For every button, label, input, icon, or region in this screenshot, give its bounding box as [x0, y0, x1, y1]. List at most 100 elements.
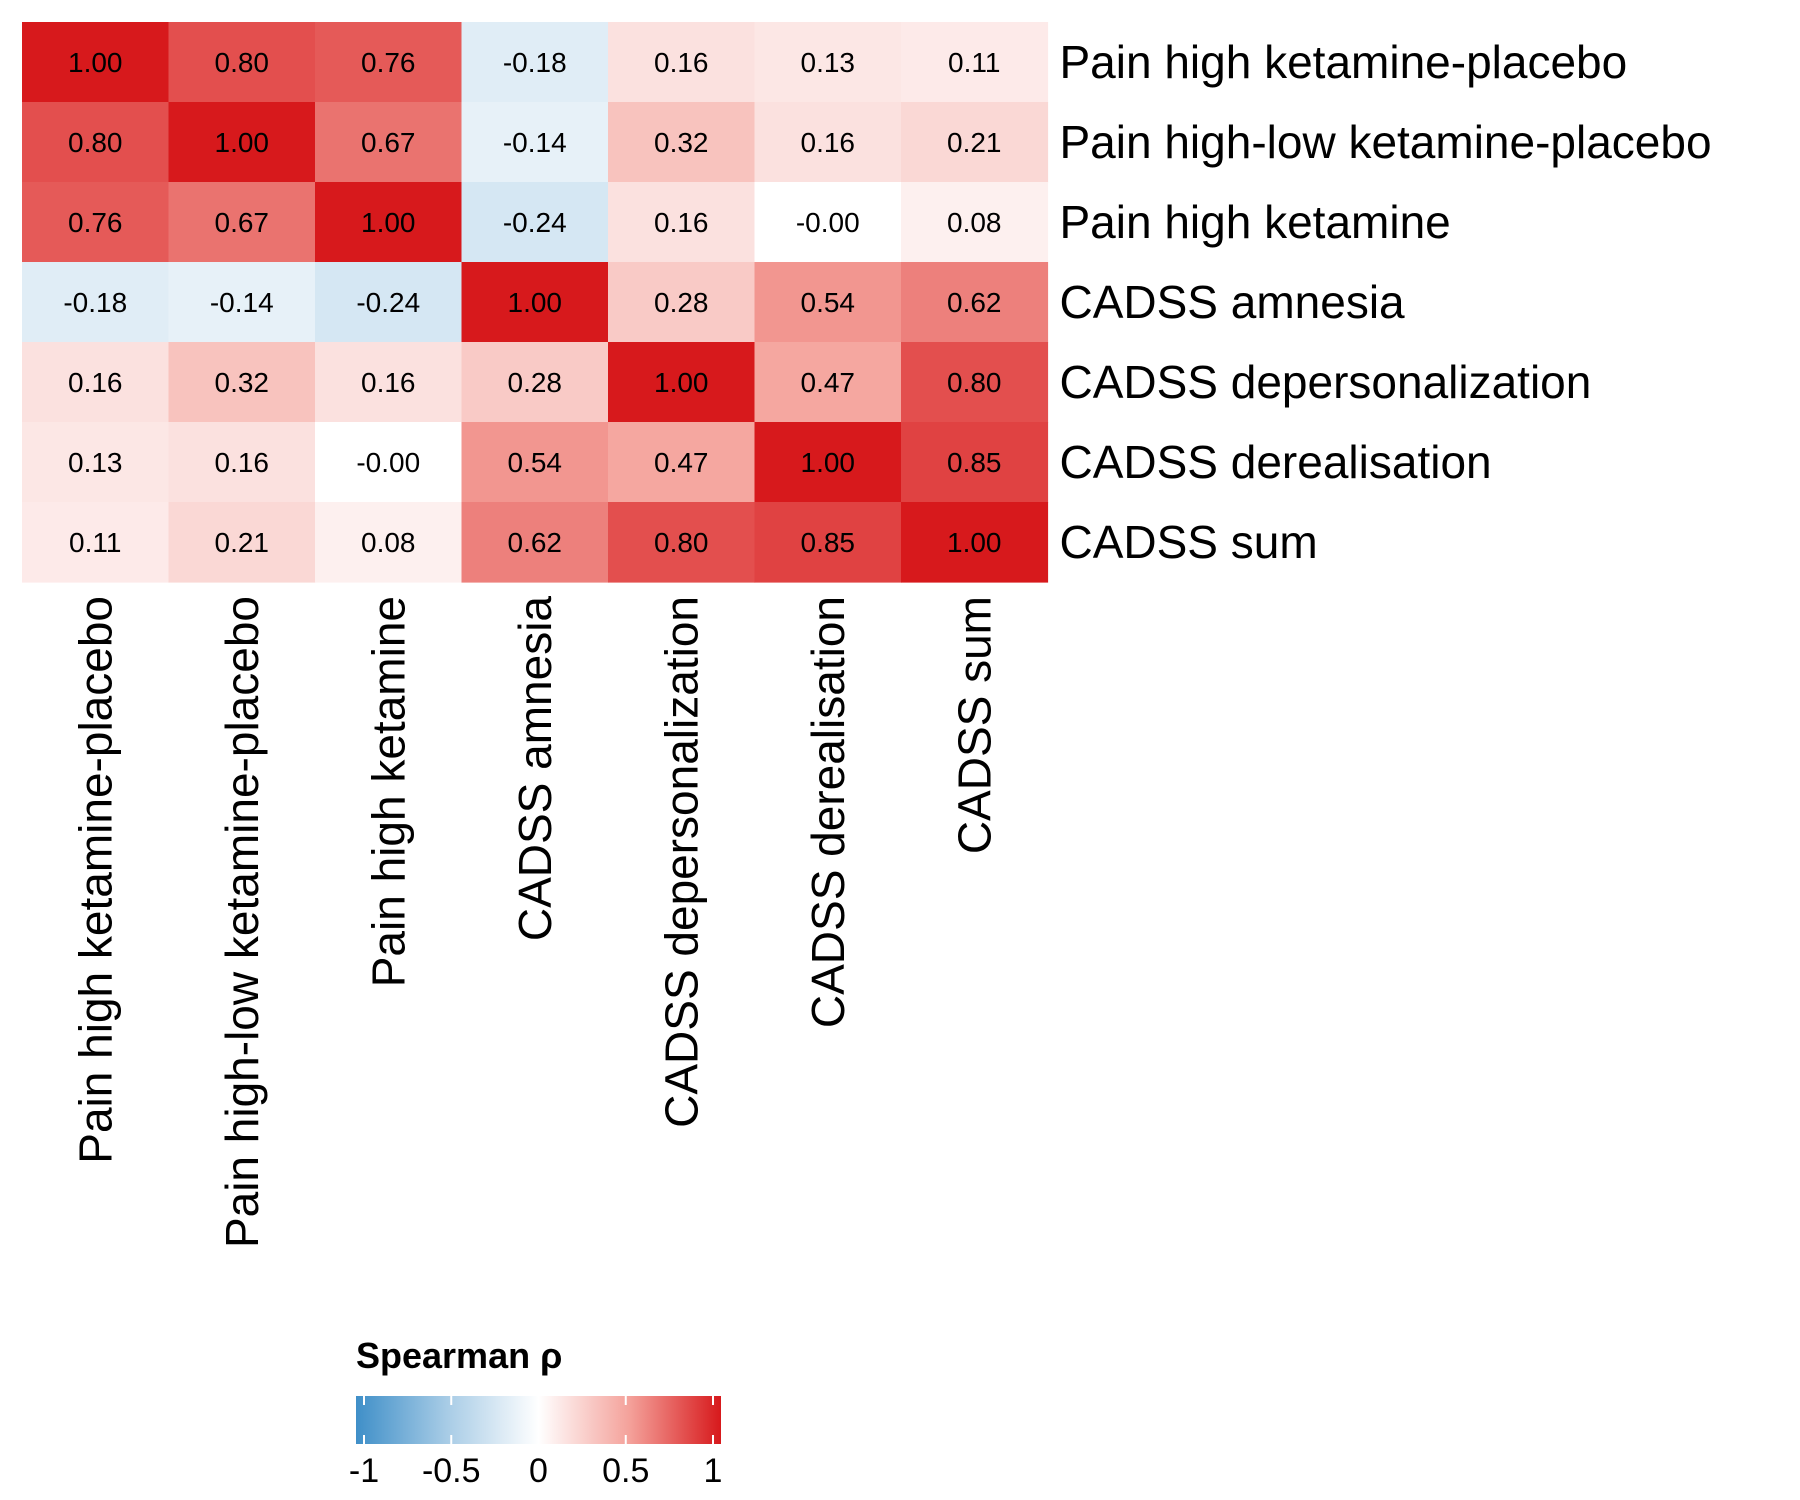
- column-label: Pain high ketamine-placebo: [69, 596, 121, 1164]
- heatmap-cell: [315, 182, 463, 263]
- heatmap-cell: [315, 502, 463, 583]
- heatmap-cells: 1.00 0.80 0.76 -0.18 0.16 0.13 0.11 0.80 1.00 0.6…: [22, 22, 1049, 583]
- column-label: Pain high ketamine: [362, 596, 414, 987]
- heatmap-cell: [461, 262, 609, 343]
- cell-value-label: 0.32: [215, 367, 270, 398]
- cell-value-label: 0.76: [361, 47, 416, 78]
- heatmap-cell: [754, 102, 902, 183]
- heatmap-cell: [608, 342, 756, 423]
- cell-value-label: 0.80: [947, 367, 1002, 398]
- heatmap-cell: [608, 262, 756, 343]
- heatmap-cell: [168, 342, 316, 423]
- cell-value-label: 0.80: [68, 127, 123, 158]
- cell-value-label: 0.13: [68, 447, 123, 478]
- cell-value-label: 0.13: [801, 47, 856, 78]
- cell-value-label: -0.18: [503, 47, 567, 78]
- heatmap-cell: [608, 182, 756, 263]
- cell-value-label: 0.08: [947, 207, 1002, 238]
- heatmap-cell: [168, 422, 316, 503]
- cell-value-label: -0.00: [796, 207, 860, 238]
- column-label: CADSS depersonalization: [655, 596, 707, 1128]
- color-legend: Spearman ρ -1 -0.5 0 0.5 1: [349, 1335, 723, 1490]
- column-label: Pain high-low ketamine-placebo: [216, 596, 268, 1248]
- legend-tick-label: 0.5: [602, 1452, 649, 1490]
- heatmap-cell: [168, 502, 316, 583]
- row-label: Pain high-low ketamine-placebo: [1060, 116, 1712, 168]
- cell-value-label: 0.11: [69, 527, 121, 558]
- heatmap-cell: [461, 102, 609, 183]
- cell-value-label: 1.00: [215, 127, 270, 158]
- heatmap-cell: [315, 342, 463, 423]
- column-label: CADSS amnesia: [509, 596, 561, 942]
- row-label: CADSS sum: [1060, 516, 1318, 568]
- cell-value-label: 0.67: [361, 127, 416, 158]
- heatmap-cell: [901, 502, 1049, 583]
- cell-value-label: 0.16: [654, 207, 709, 238]
- cell-value-label: 0.28: [654, 287, 709, 318]
- heatmap-cell: [754, 422, 902, 503]
- cell-value-label: 0.67: [215, 207, 270, 238]
- cell-value-label: 0.11: [948, 47, 1000, 78]
- cell-value-label: 0.16: [68, 367, 123, 398]
- heatmap-cell: [168, 182, 316, 263]
- cell-value-label: 0.54: [508, 447, 563, 478]
- cell-value-label: 0.85: [801, 527, 856, 558]
- legend-tick-label: 0: [529, 1452, 548, 1490]
- heatmap-cell: [754, 182, 902, 263]
- legend-ticks: -1 -0.5 0 0.5 1: [349, 1396, 723, 1490]
- legend-tick-label: -0.5: [422, 1452, 481, 1490]
- cell-value-label: 0.16: [801, 127, 856, 158]
- column-labels: Pain high ketamine-placebo Pain high-low …: [69, 596, 1000, 1248]
- heatmap-cell: [315, 22, 463, 103]
- heatmap-cell: [754, 22, 902, 103]
- heatmap-cell: [22, 422, 170, 503]
- cell-value-label: 1.00: [801, 447, 856, 478]
- heatmap-cell: [168, 102, 316, 183]
- heatmap-cell: [901, 422, 1049, 503]
- cell-value-label: 0.32: [654, 127, 709, 158]
- cell-value-label: 1.00: [508, 287, 563, 318]
- column-label: CADSS sum: [948, 596, 1000, 854]
- row-label: Pain high ketamine: [1060, 196, 1451, 248]
- legend-tick-label: 1: [704, 1452, 723, 1490]
- heatmap-cell: [168, 262, 316, 343]
- heatmap-cell: [901, 262, 1049, 343]
- cell-value-label: 0.47: [801, 367, 856, 398]
- heatmap-cell: [608, 22, 756, 103]
- heatmap-cell: [461, 342, 609, 423]
- cell-value-label: 0.62: [508, 527, 563, 558]
- heatmap-cell: [901, 22, 1049, 103]
- heatmap-cell: [754, 262, 902, 343]
- heatmap-cell: [22, 342, 170, 423]
- cell-value-label: 0.21: [215, 527, 270, 558]
- cell-value-label: -0.24: [503, 207, 567, 238]
- cell-value-label: 0.54: [801, 287, 856, 318]
- cell-value-label: -0.18: [63, 287, 127, 318]
- heatmap-cell: [168, 22, 316, 103]
- heatmap-cell: [901, 102, 1049, 183]
- heatmap-cell: [754, 502, 902, 583]
- cell-value-label: 0.80: [215, 47, 270, 78]
- heatmap-cell: [608, 422, 756, 503]
- heatmap-cell: [315, 102, 463, 183]
- heatmap-cell: [461, 182, 609, 263]
- heatmap-cell: [608, 502, 756, 583]
- heatmap-cell: [461, 502, 609, 583]
- cell-value-label: 0.08: [361, 527, 416, 558]
- heatmap-cell: [901, 342, 1049, 423]
- heatmap-cell: [22, 102, 170, 183]
- cell-value-label: 0.62: [947, 287, 1002, 318]
- cell-value-label: 0.47: [654, 447, 709, 478]
- cell-value-label: 0.28: [508, 367, 563, 398]
- cell-value-label: 0.16: [654, 47, 709, 78]
- cell-value-label: 0.76: [68, 207, 123, 238]
- heatmap-cell: [22, 182, 170, 263]
- cell-value-label: -0.14: [503, 127, 567, 158]
- row-label: CADSS derealisation: [1060, 436, 1492, 488]
- heatmap-cell: [22, 22, 170, 103]
- heatmap-cell: [608, 102, 756, 183]
- cell-value-label: -0.24: [356, 287, 420, 318]
- cell-value-label: 0.16: [215, 447, 270, 478]
- cell-value-label: 1.00: [947, 527, 1002, 558]
- row-label: CADSS amnesia: [1060, 276, 1406, 328]
